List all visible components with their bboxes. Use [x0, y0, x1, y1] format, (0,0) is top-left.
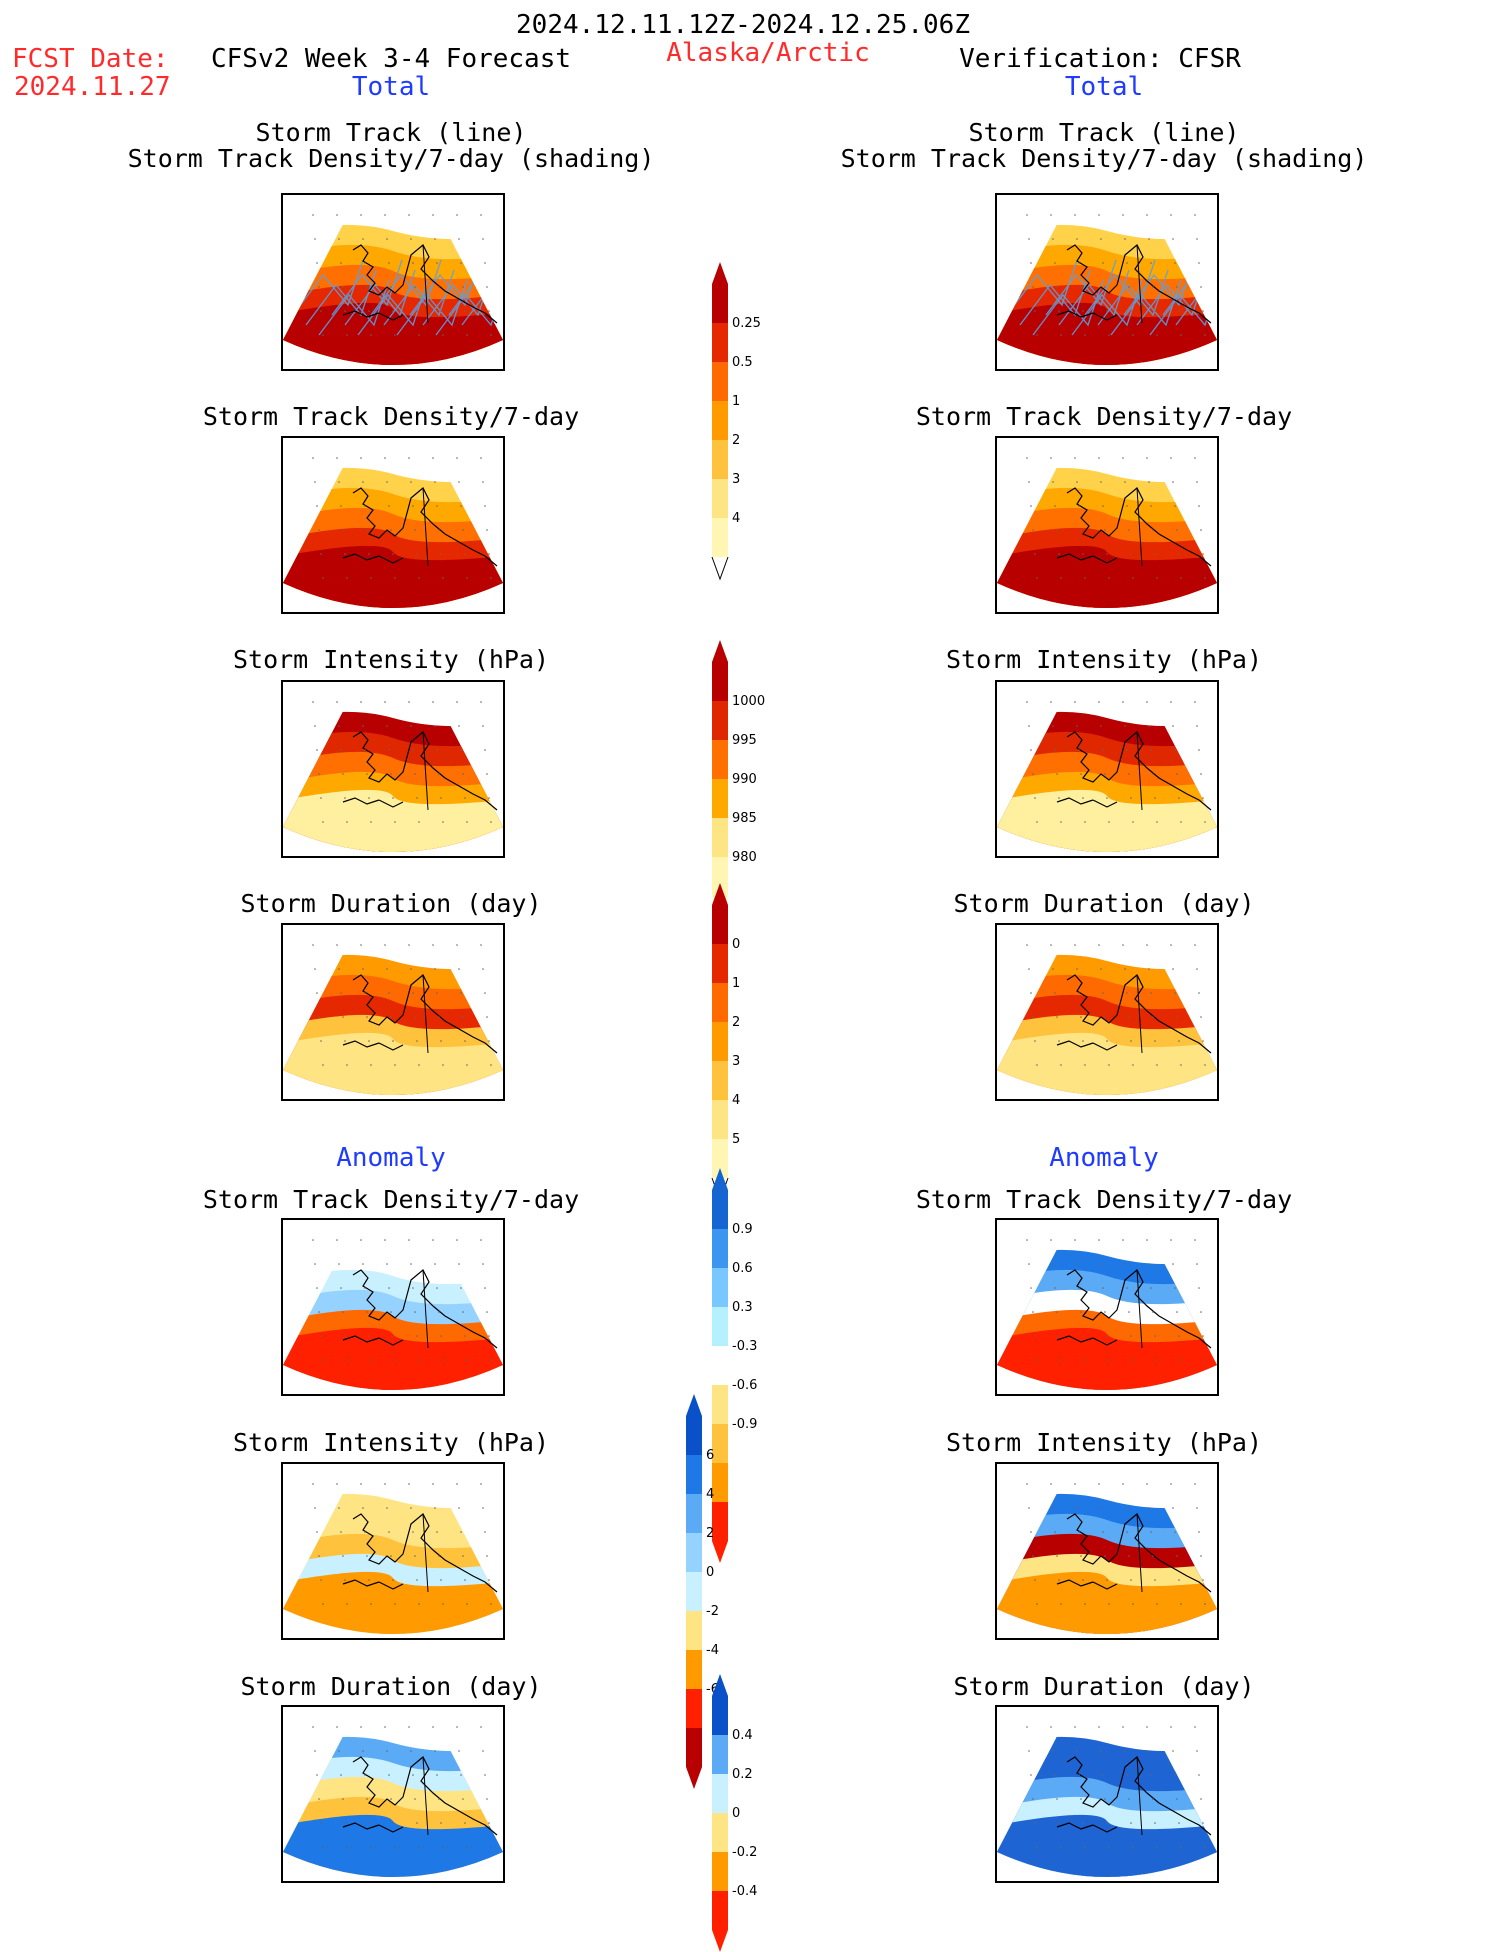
colorbar-tick-label: 980 — [732, 850, 757, 865]
colorbar-tick-label: 6 — [706, 1448, 714, 1463]
map-left-duration — [281, 923, 505, 1101]
colorbar-tick-label: 990 — [732, 772, 757, 787]
region-title: Alaska/Arctic — [666, 38, 870, 68]
left-density-anom-title: Storm Track Density/7-day — [202, 1185, 580, 1214]
model-title: CFSv2 Week 3-4 Forecast — [210, 44, 572, 74]
colorbar-tick-label: -4 — [706, 1643, 719, 1658]
colorbar-density: 0.25 0.5 1 2 3 4 — [711, 262, 792, 581]
colorbar-tick-label: -0.9 — [732, 1417, 757, 1432]
map-right-density — [995, 436, 1219, 614]
left-intensity-title: Storm Intensity (hPa) — [232, 645, 550, 674]
left-anomaly-label: Anomaly — [336, 1143, 446, 1173]
right-track-line-title: Storm Track (line) — [968, 118, 1240, 147]
colorbar-tick-label: 0 — [706, 1565, 714, 1580]
left-duration-anom-title: Storm Duration (day) — [240, 1672, 542, 1701]
colorbar-tick-label: 0 — [732, 1806, 740, 1821]
right-intensity-anom-title: Storm Intensity (hPa) — [945, 1428, 1263, 1457]
colorbar-tick-label: 1 — [732, 394, 740, 409]
colorbar-tick-label: 0.25 — [732, 316, 761, 331]
colorbar-tick-label: 0.5 — [732, 355, 753, 370]
colorbar-tick-label: -0.6 — [732, 1378, 757, 1393]
right-intensity-title: Storm Intensity (hPa) — [945, 645, 1263, 674]
left-density-title: Storm Track Density/7-day — [202, 402, 580, 431]
map-right-intensity — [995, 680, 1219, 858]
colorbar-duration-anom: 0.4 0.2 0 -0.2 -0.4 — [712, 1674, 792, 1952]
right-duration-title: Storm Duration (day) — [953, 889, 1255, 918]
map-right-intensity-anom — [995, 1462, 1219, 1640]
map-left-duration-anom — [281, 1705, 505, 1883]
colorbar-tick-label: -0.4 — [732, 1884, 757, 1899]
forecast-period-title: 2024.12.11.12Z-2024.12.25.06Z — [516, 10, 970, 40]
map-right-duration-anom — [995, 1705, 1219, 1883]
colorbar-tick-label: 995 — [732, 733, 757, 748]
right-density-anom-title: Storm Track Density/7-day — [915, 1185, 1293, 1214]
colorbar-tick-label: -0.3 — [732, 1339, 757, 1354]
colorbar-tick-label: 0 — [732, 937, 740, 952]
colorbar-tick-label: 3 — [732, 472, 740, 487]
right-anomaly-label: Anomaly — [1049, 1143, 1159, 1173]
colorbar-tick-label: 4 — [706, 1487, 714, 1502]
colorbar-tick-label: 5 — [732, 1132, 740, 1147]
map-left-track — [281, 193, 505, 371]
colorbar-tick-label: 0.9 — [732, 1222, 753, 1237]
map-left-density — [281, 436, 505, 614]
colorbar-intensity: 1000 995 990 985 980 — [712, 640, 792, 918]
colorbar-tick-label: 4 — [732, 1093, 740, 1108]
fcst-date-label: FCST Date: — [12, 44, 169, 74]
map-left-density-anom — [281, 1218, 505, 1396]
right-density-title: Storm Track Density/7-day — [915, 402, 1293, 431]
colorbar-tick-label: 0.3 — [732, 1300, 753, 1315]
colorbar-density-anom: 0.9 0.6 0.3 -0.3 -0.6 -0.9 — [712, 1168, 792, 1563]
colorbar-tick-label: 0.2 — [732, 1767, 753, 1782]
left-intensity-anom-title: Storm Intensity (hPa) — [232, 1428, 550, 1457]
verification-title: Verification: CFSR — [959, 44, 1241, 74]
colorbar-tick-label: -2 — [706, 1604, 719, 1619]
colorbar-tick-label: 0.6 — [732, 1261, 753, 1276]
colorbar-tick-label: 2 — [732, 433, 740, 448]
left-track-shading-title: Storm Track Density/7-day (shading) — [127, 144, 655, 173]
colorbar-tick-label: -0.2 — [732, 1845, 757, 1860]
colorbar-tick-label: 2 — [732, 1015, 740, 1030]
fcst-date-value: 2024.11.27 — [14, 72, 171, 102]
map-left-intensity — [281, 680, 505, 858]
left-total-label: Total — [351, 72, 431, 102]
colorbar-tick-label: 1000 — [732, 694, 765, 709]
colorbar-tick-label: 2 — [706, 1526, 714, 1541]
map-left-intensity-anom — [281, 1462, 505, 1640]
right-track-shading-title: Storm Track Density/7-day (shading) — [840, 144, 1368, 173]
colorbar-tick-label: 4 — [732, 511, 740, 526]
colorbar-tick-label: 985 — [732, 811, 757, 826]
colorbar-duration: 0 1 2 3 4 5 — [711, 883, 792, 1202]
colorbar-tick-label: 0.4 — [732, 1728, 753, 1743]
map-right-density-anom — [995, 1218, 1219, 1396]
left-track-line-title: Storm Track (line) — [255, 118, 527, 147]
colorbar-tick-label: 3 — [732, 1054, 740, 1069]
map-right-duration — [995, 923, 1219, 1101]
colorbar-tick-label: 1 — [732, 976, 740, 991]
colorbar-intensity-anom: 6 4 2 0 -2 -4 -6 — [686, 1394, 766, 1789]
left-duration-title: Storm Duration (day) — [240, 889, 542, 918]
map-right-track — [995, 193, 1219, 371]
right-total-label: Total — [1064, 72, 1144, 102]
right-duration-anom-title: Storm Duration (day) — [953, 1672, 1255, 1701]
